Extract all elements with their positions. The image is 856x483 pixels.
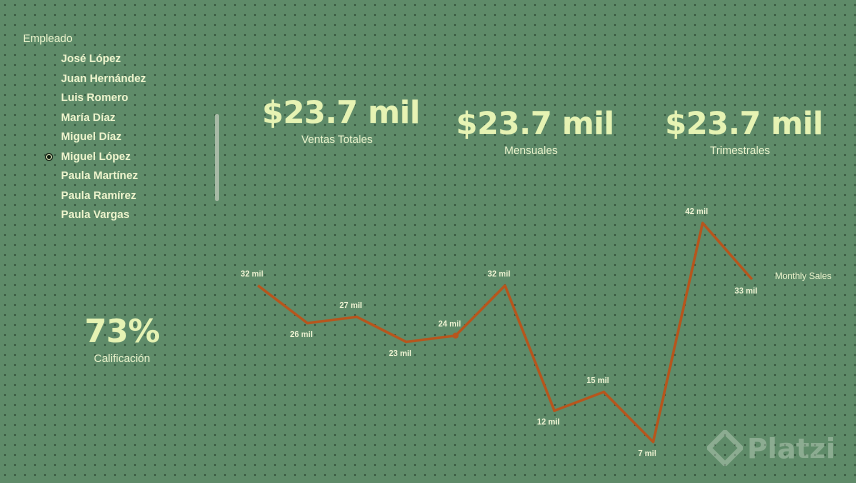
series-legend-label: Monthly Sales <box>775 271 832 281</box>
slicer-item-luis-romero[interactable]: Luis Romero <box>44 89 146 109</box>
slicer-item-label: José López <box>61 53 121 65</box>
data-label: 27 mil <box>339 301 362 310</box>
slicer-item-paula-vargas[interactable]: Paula Vargas <box>44 206 146 226</box>
card-trimestrales: $23.7 mil Trimestrales <box>665 106 823 157</box>
slicer-scrollbar[interactable] <box>215 114 219 201</box>
card-ventas-totales: $23.7 mil Ventas Totales <box>262 95 420 146</box>
card-value: $23.7 mil <box>456 106 614 142</box>
slicer-title: Empleado <box>23 33 73 45</box>
series-line <box>257 221 753 444</box>
data-label: 26 mil <box>290 330 313 339</box>
data-label: 42 mil <box>685 207 708 216</box>
watermark-text: Platzi <box>747 431 836 465</box>
slicer-item-label: Juan Hernández <box>61 72 146 85</box>
card-value: $23.7 mil <box>665 106 823 142</box>
slicer-item-miguel-lopez[interactable]: Miguel López <box>44 148 146 168</box>
platzi-logo-icon <box>707 430 743 466</box>
card-mensuales: $23.7 mil Mensuales <box>456 106 614 157</box>
slicer-item-paula-ramirez[interactable]: Paula Ramírez <box>44 187 146 207</box>
platzi-watermark: Platzi <box>707 430 835 466</box>
data-label: 33 mil <box>735 286 758 295</box>
card-value: $23.7 mil <box>262 95 420 131</box>
card-label: Trimestrales <box>709 145 771 157</box>
data-label: 32 mil <box>241 270 264 279</box>
slicer-item-label: Paula Martínez <box>61 170 139 182</box>
card-label: Mensuales <box>504 145 558 157</box>
radio-selected-icon <box>45 152 53 161</box>
data-label: 23 mil <box>389 349 412 358</box>
slicer-item-paula-martinez[interactable]: Paula Martínez <box>44 167 146 187</box>
slicer-item-label: Paula Ramírez <box>61 189 137 202</box>
data-point[interactable] <box>452 332 459 339</box>
slicer-item-label: Miguel Díaz <box>61 131 122 143</box>
data-label: 7 mil <box>638 449 656 458</box>
data-label: 15 mil <box>586 376 609 385</box>
data-label: 12 mil <box>537 418 560 427</box>
slicer-item-label: Paula Vargas <box>61 209 130 221</box>
card-label: Calificación <box>93 353 151 365</box>
slicer-item-label: Miguel López <box>61 150 131 163</box>
slicer-item-miguel-diaz[interactable]: Miguel Díaz <box>44 128 146 148</box>
employee-slicer: José López Juan Hernández Luis Romero Ma… <box>44 50 146 226</box>
card-value: 73% <box>84 312 160 350</box>
data-label: 24 mil <box>438 320 461 329</box>
card-label: Ventas Totales <box>301 134 373 146</box>
slicer-item-jose-lopez[interactable]: José López <box>44 50 146 70</box>
data-label: 32 mil <box>488 270 511 279</box>
card-calificacion: 73% Calificación <box>72 312 172 365</box>
slicer-item-label: Luis Romero <box>61 92 129 104</box>
slicer-item-maria-diaz[interactable]: María Díaz <box>44 109 146 129</box>
slicer-item-juan-hernandez[interactable]: Juan Hernández <box>44 70 146 90</box>
slicer-item-label: María Díaz <box>61 111 116 124</box>
